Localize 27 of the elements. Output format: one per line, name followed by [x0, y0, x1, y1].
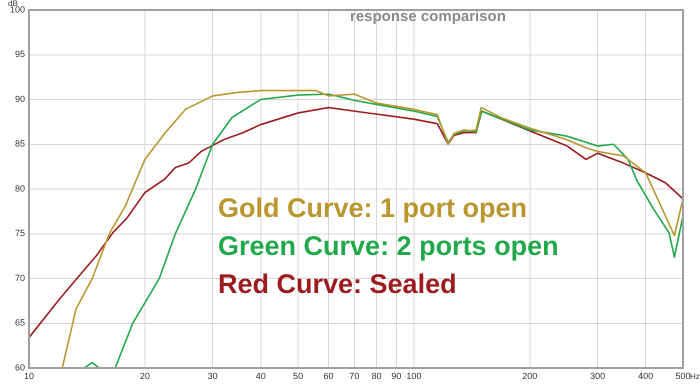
- x-tick-label: 100: [406, 370, 422, 381]
- x-tick-label: 500: [675, 370, 691, 381]
- series-label: Green Curve: 2 ports open: [218, 231, 559, 262]
- x-tick-label: 60: [324, 370, 334, 381]
- x-tick-label: 80: [372, 370, 382, 381]
- x-tick-label: 30: [208, 370, 218, 381]
- x-tick-label: 40: [256, 370, 266, 381]
- x-tick-label: 200: [522, 370, 538, 381]
- y-tick-label: 75: [14, 228, 25, 238]
- chart-title: response comparison: [350, 8, 506, 25]
- y-tick-label: 80: [14, 183, 25, 194]
- text: Gold Curve: 1 port open: [218, 193, 528, 224]
- x-axis-title: Hz: [690, 372, 700, 381]
- x-tick-label: 300: [590, 370, 606, 381]
- y-tick-label: 85: [14, 138, 25, 149]
- y-tick-label: 95: [14, 49, 25, 60]
- x-tick-label: 10: [24, 370, 34, 381]
- x-tick-label: 70: [349, 370, 360, 381]
- y-tick-label: 70: [14, 272, 25, 283]
- text: Red Curve: Sealed: [218, 269, 457, 300]
- x-tick-label: 400: [638, 370, 654, 381]
- y-tick-label: 90: [14, 94, 25, 104]
- x-tick-label: 20: [140, 370, 150, 381]
- x-tick-label: 90: [391, 370, 402, 381]
- x-tick-label: 50: [293, 370, 304, 381]
- y-tick-label: 60: [14, 362, 25, 372]
- y-tick-label: 65: [14, 318, 25, 328]
